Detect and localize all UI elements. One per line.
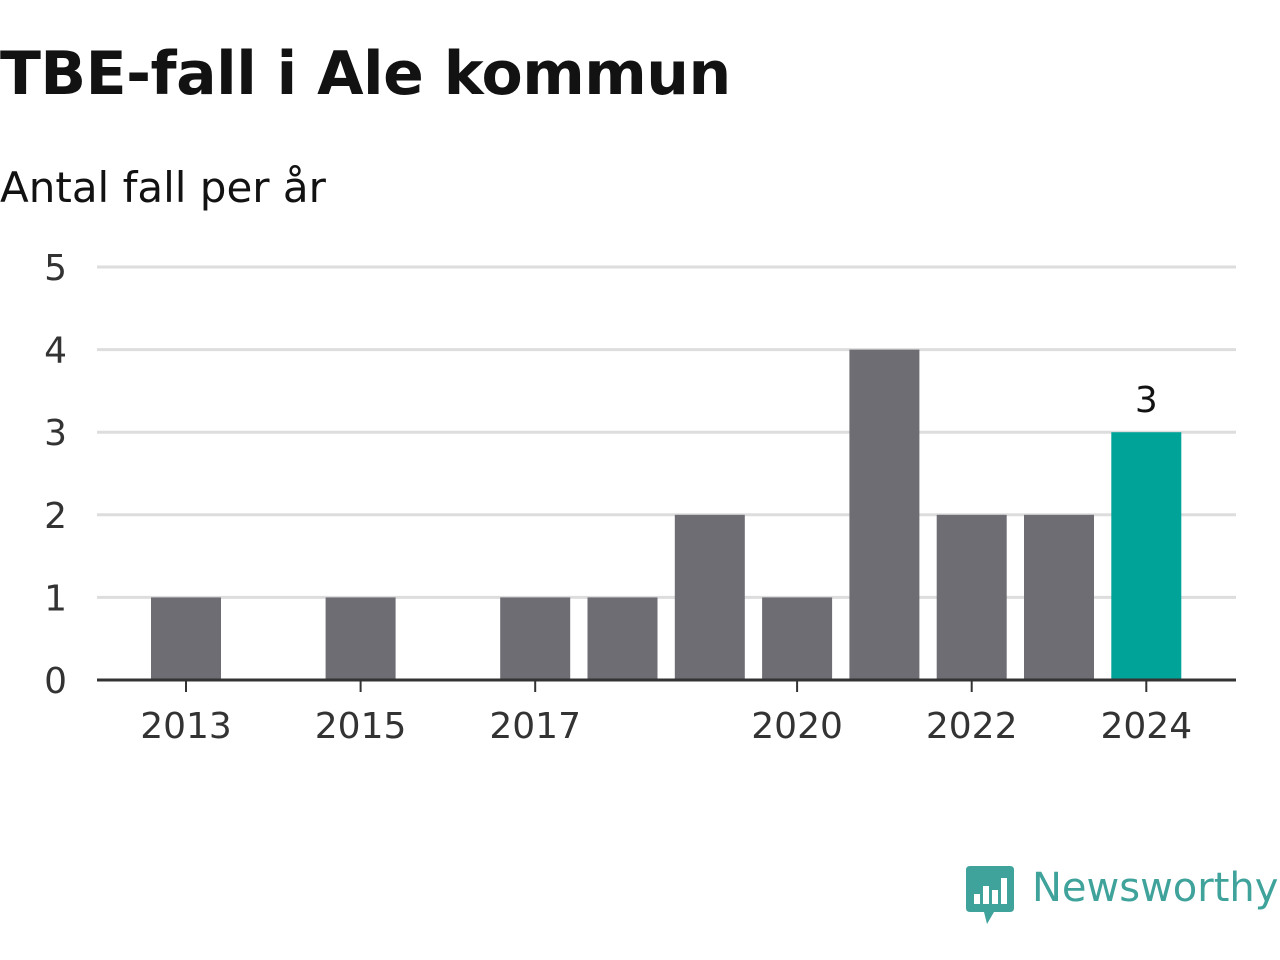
bar-2017 — [500, 597, 571, 680]
bar-2018 — [587, 597, 658, 680]
data-label-2024: 3 — [1135, 380, 1158, 421]
y-tick-label-5: 5 — [44, 248, 67, 289]
x-tick-label-2022: 2022 — [926, 706, 1018, 747]
y-tick-label-2: 2 — [44, 496, 67, 537]
newsworthy-logo: Newsworthy — [964, 864, 1278, 928]
bar-2022 — [936, 514, 1007, 680]
y-tick-label-1: 1 — [44, 578, 67, 619]
bar-2019 — [674, 514, 745, 680]
y-tick-label-3: 3 — [44, 413, 67, 454]
x-tick-label-2024: 2024 — [1100, 706, 1192, 747]
y-tick-label-4: 4 — [44, 331, 67, 372]
bar-2020 — [762, 597, 833, 680]
bar-2023 — [1024, 514, 1094, 680]
bar-2024 — [1111, 432, 1182, 680]
x-tick-label-2015: 2015 — [315, 706, 407, 747]
bar-2015 — [325, 597, 396, 680]
newsworthy-wordmark: Newsworthy — [1032, 865, 1279, 911]
x-tick-label-2017: 2017 — [489, 706, 581, 747]
y-tick-label-0: 0 — [44, 661, 67, 702]
chart-subtitle: Antal fall per år — [0, 163, 326, 212]
bar-2013 — [151, 597, 221, 680]
chart-title: TBE-fall i Ale kommun — [0, 39, 731, 109]
x-tick-label-2020: 2020 — [751, 706, 843, 747]
x-tick-label-2013: 2013 — [140, 706, 232, 747]
newsworthy-logo-icon — [966, 866, 1014, 924]
bar-2021 — [849, 349, 920, 680]
